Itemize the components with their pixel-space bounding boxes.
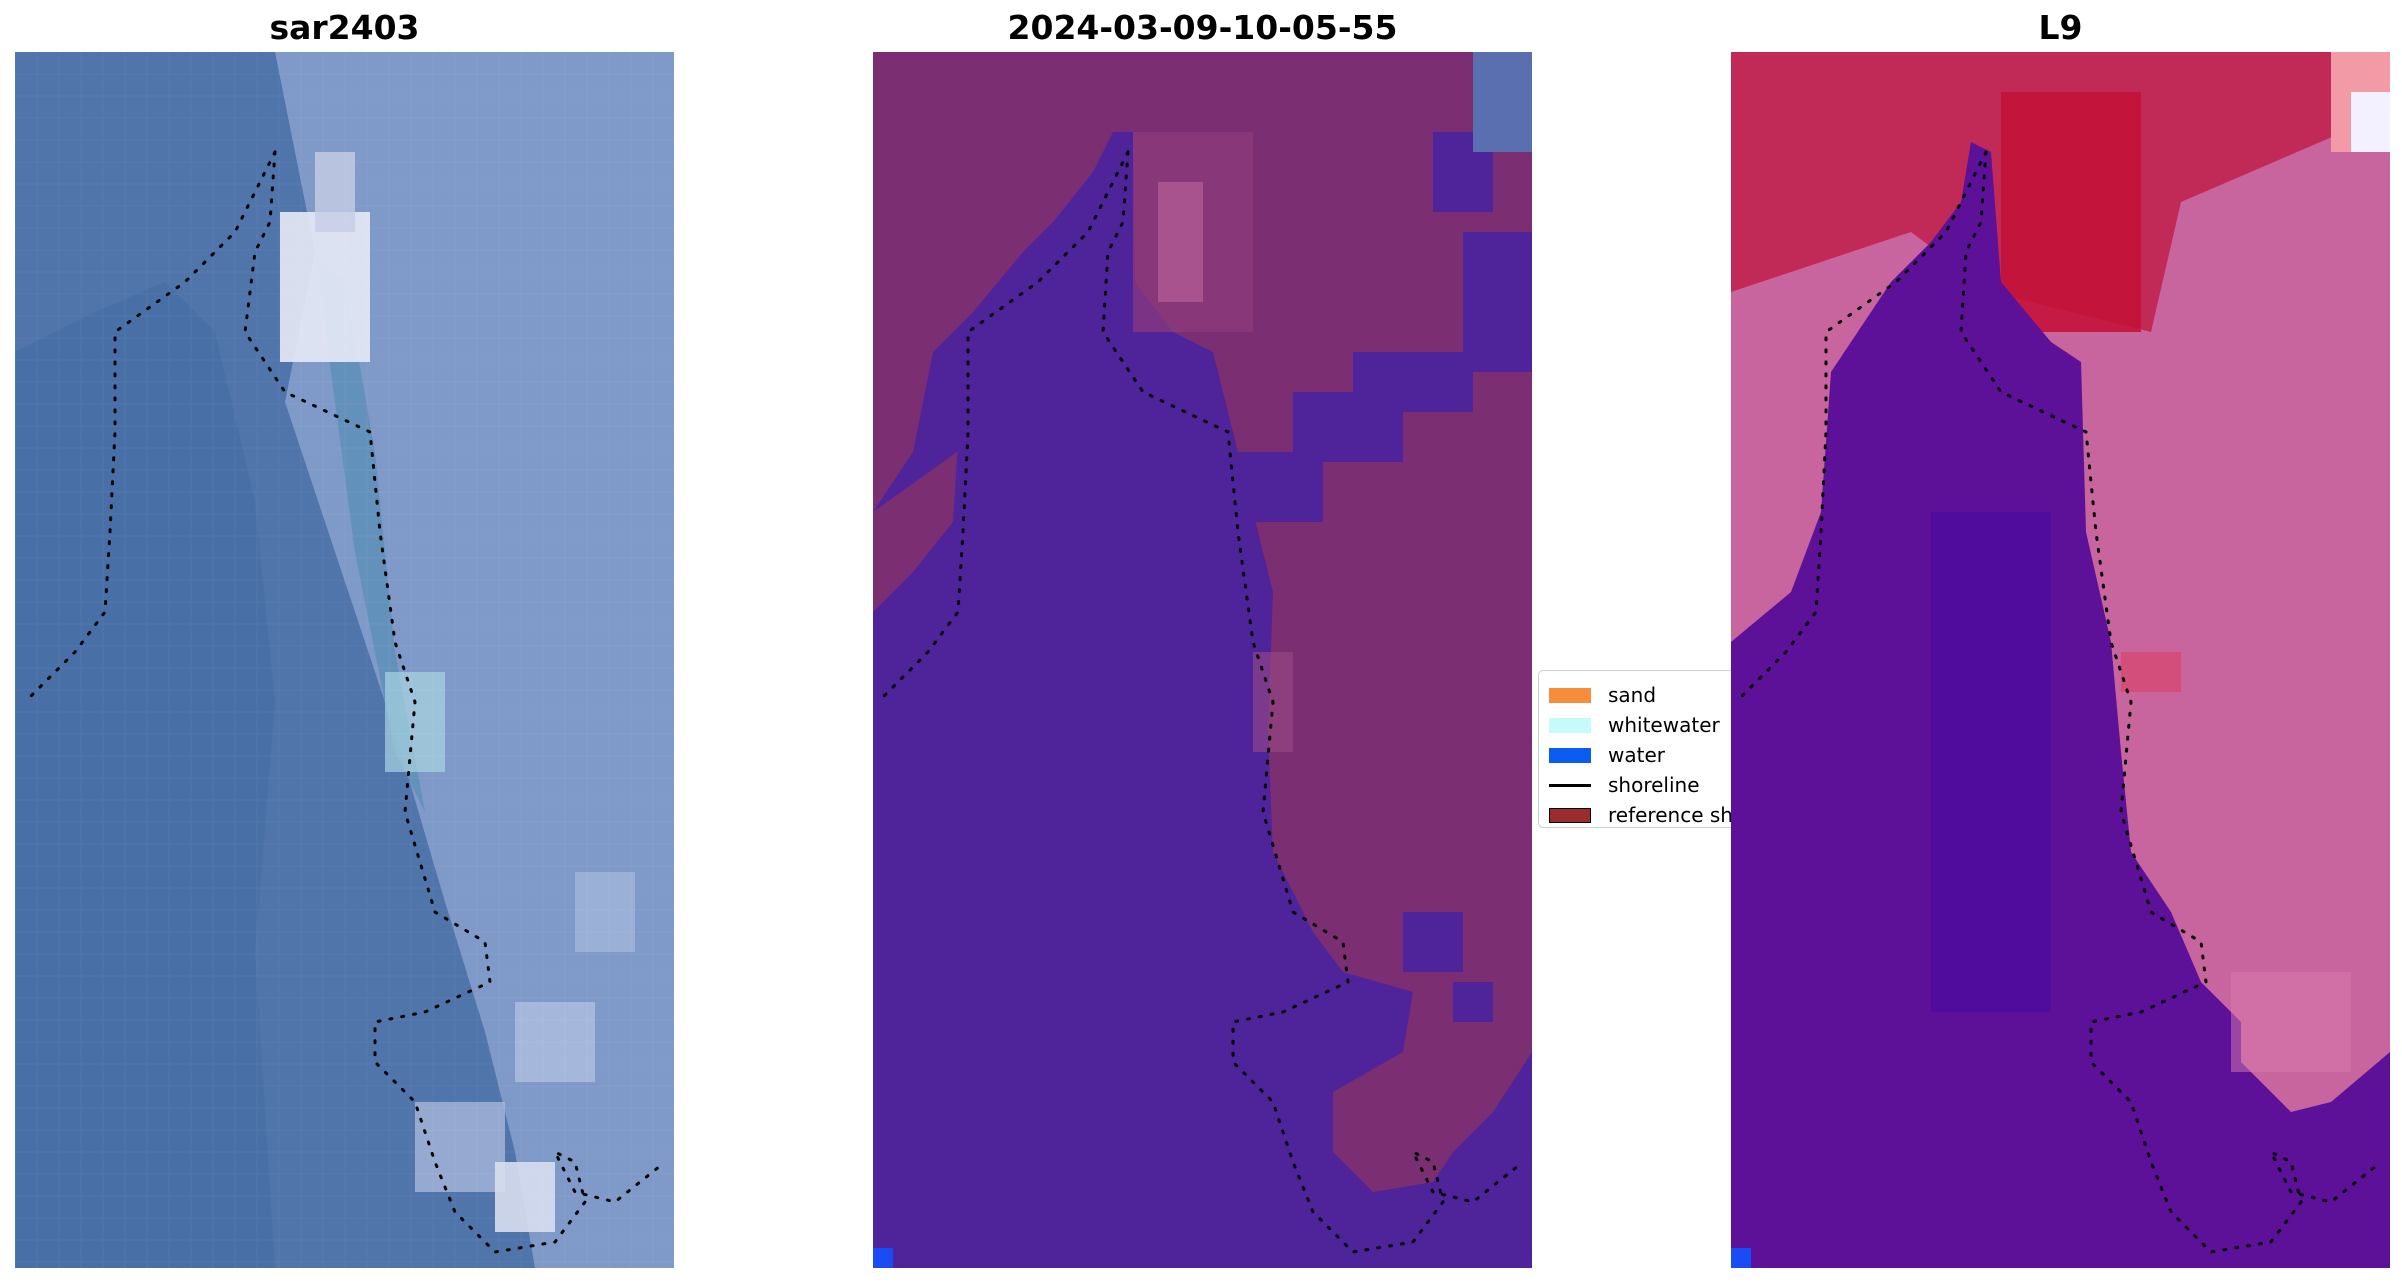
legend-label: sand xyxy=(1608,683,1657,707)
legend-swatch-whitewater xyxy=(1549,717,1591,733)
corner-pixel xyxy=(873,1248,893,1268)
legend-label: reference shoreline xyxy=(1608,803,1731,827)
legend-label: whitewater xyxy=(1608,713,1720,737)
classified-image xyxy=(873,52,1532,1268)
legend-item-sand: sand xyxy=(1549,681,1656,709)
panel-title-sar2403: sar2403 xyxy=(269,8,420,47)
legend-item-whitewater: whitewater xyxy=(1549,711,1720,739)
legend-item-water: water xyxy=(1549,741,1665,769)
corner-pixel xyxy=(1731,1248,1751,1268)
legend-swatch-sand xyxy=(1549,687,1591,703)
rgb-satellite-image xyxy=(15,52,674,1268)
legend-item-shoreline: shoreline xyxy=(1549,771,1700,799)
l9-image xyxy=(1731,52,2390,1268)
legend-swatch-water xyxy=(1549,747,1591,763)
legend-swatch-reference-shoreline xyxy=(1549,807,1591,823)
panel-title-l9: L9 xyxy=(2038,8,2083,47)
rgb-image-panel xyxy=(15,52,674,1268)
legend-label: shoreline xyxy=(1608,773,1700,797)
legend-item-reference-shoreline: reference shoreline xyxy=(1549,801,1731,827)
l9-image-panel xyxy=(1731,52,2390,1268)
legend-line-shoreline xyxy=(1549,783,1591,787)
legend-label: water xyxy=(1608,743,1665,767)
classified-image-panel xyxy=(873,52,1532,1268)
legend: sand whitewater water shoreline referenc… xyxy=(1538,670,1731,828)
panel-title-date: 2024-03-09-10-05-55 xyxy=(1007,8,1398,47)
